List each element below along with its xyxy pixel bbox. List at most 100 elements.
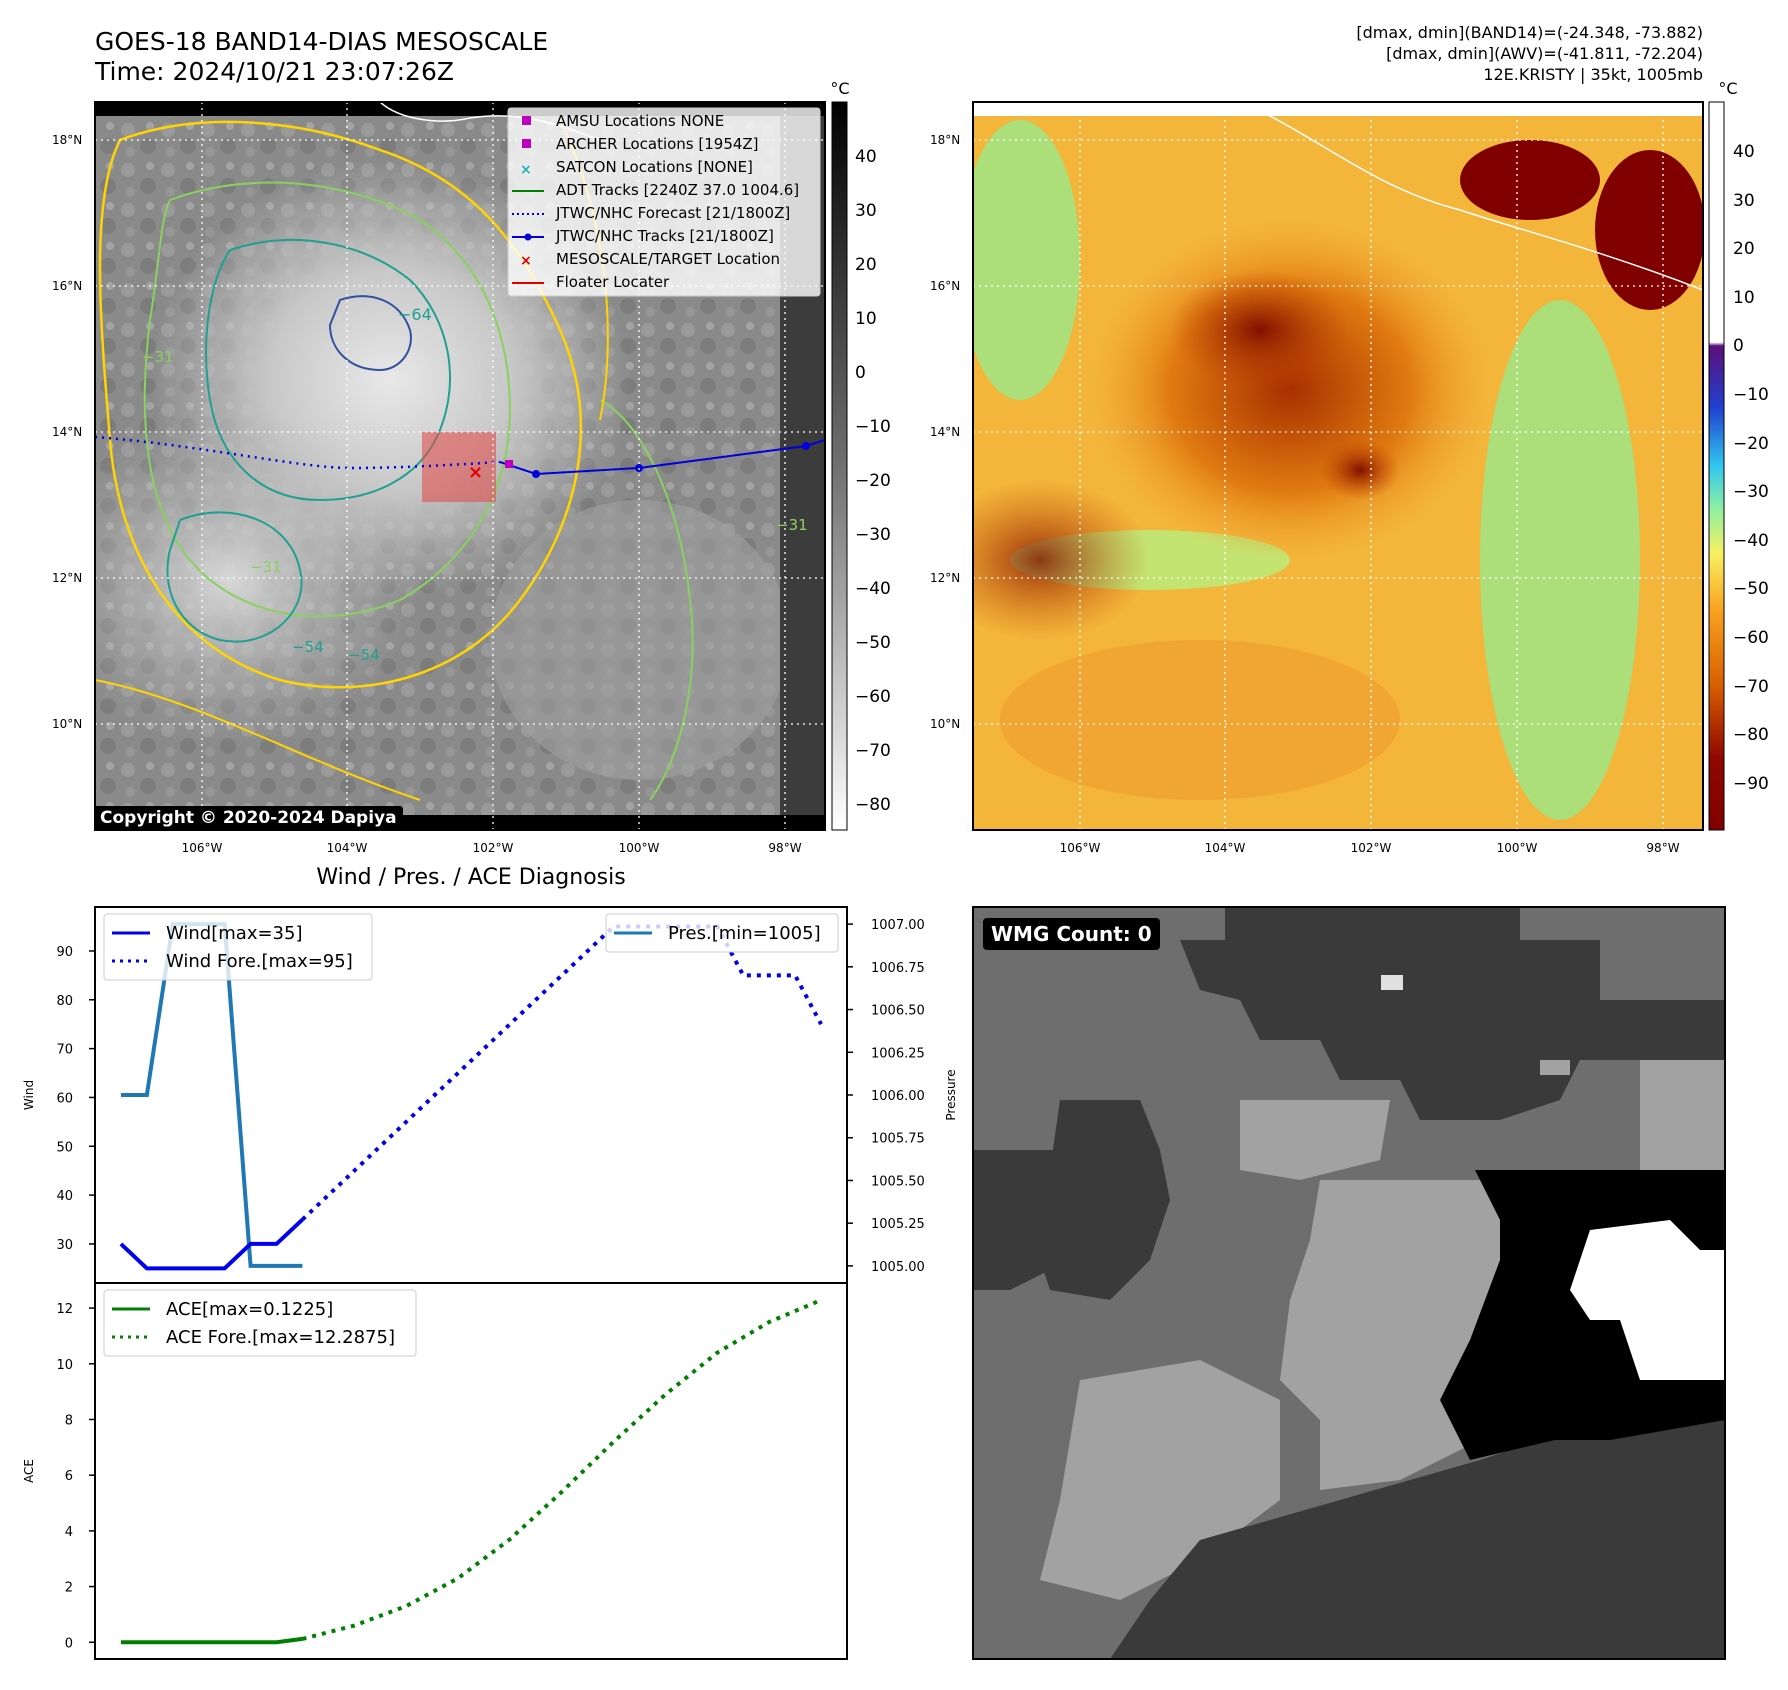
colorbar-tick: 30 xyxy=(1733,191,1755,211)
y-tick-label: 40 xyxy=(56,1189,73,1204)
y-tick-label: 80 xyxy=(56,994,73,1009)
colorbar-tick: 40 xyxy=(855,147,877,167)
contour-label: −54 xyxy=(348,646,380,664)
legend-label: JTWC/NHC Forecast [21/1800Z] xyxy=(555,204,790,222)
lon-label: 102°W xyxy=(473,841,514,855)
colorbar-tick: −30 xyxy=(855,525,891,545)
contour-label: −31 xyxy=(142,348,174,366)
colorbar-tick: 20 xyxy=(1733,239,1755,259)
track-point xyxy=(532,470,540,478)
legend-marker-satcon: × xyxy=(520,162,532,178)
y2-tick-label: 1006.00 xyxy=(871,1089,925,1104)
target-marker: × xyxy=(468,462,483,483)
ace-axis-label: ACE xyxy=(22,1459,36,1483)
legend-label: ADT Tracks [2240Z 37.0 1004.6] xyxy=(556,181,799,199)
map-legend: × × AMSU Locations NONE ARCHER Locations… xyxy=(507,107,821,297)
colorbar-tick: −20 xyxy=(855,471,891,491)
contour-label: −54 xyxy=(292,638,324,656)
colorbar-tick: 0 xyxy=(1733,336,1744,356)
series-line xyxy=(301,924,823,1221)
pressure-y-ticks: 1005.00 1005.25 1005.50 1005.75 1006.00 1006.… xyxy=(847,918,925,1275)
legend-label: ACE Fore.[max=12.2875] xyxy=(166,1327,395,1348)
y2-tick-label: 1006.75 xyxy=(871,961,925,976)
lat-label: 16°N xyxy=(52,279,82,293)
y-tick-label: 8 xyxy=(65,1413,73,1428)
y-tick-label: 70 xyxy=(56,1043,73,1058)
wmg-frame xyxy=(972,906,1726,1660)
ace-y-ticks: 0 2 4 6 8 10 12 xyxy=(56,1302,95,1651)
y-tick-label: 60 xyxy=(56,1091,73,1106)
ir-map-frame xyxy=(94,101,826,831)
figure-title: GOES-18 BAND14-DIAS MESOSCALE xyxy=(95,27,548,56)
colorbar-tick: −50 xyxy=(1733,579,1769,599)
figure-time: Time: 2024/10/21 23:07:26Z xyxy=(94,57,454,86)
lon-label: 106°W xyxy=(182,841,223,855)
lon-label: 102°W xyxy=(1351,841,1392,855)
wind-legend: Wind[max=35] Wind Fore.[max=95] xyxy=(103,913,373,981)
colorbar-tick: −50 xyxy=(855,633,891,653)
legend-label: MESOSCALE/TARGET Location xyxy=(556,250,780,268)
lon-label: 98°W xyxy=(1646,841,1679,855)
y2-tick-label: 1005.75 xyxy=(871,1132,925,1147)
legend-label: JTWC/NHC Tracks [21/1800Z] xyxy=(555,227,774,245)
floater-box xyxy=(422,432,496,502)
lat-label: 14°N xyxy=(52,425,82,439)
lat-label: 12°N xyxy=(930,571,960,585)
ace-legend: ACE[max=0.1225] ACE Fore.[max=12.2875] xyxy=(103,1289,417,1357)
awv-map-frame xyxy=(972,101,1704,831)
awv-axis-labels: 18°N 16°N 14°N 12°N 10°N 106°W 104°W 102… xyxy=(930,133,1680,855)
archer-marker xyxy=(505,460,513,468)
y-tick-label: 12 xyxy=(56,1302,73,1317)
y-tick-label: 10 xyxy=(56,1358,73,1373)
lat-label: 10°N xyxy=(930,717,960,731)
lon-label: 106°W xyxy=(1060,841,1101,855)
colorbar-tick: −10 xyxy=(1733,385,1769,405)
colorbar-tick: 10 xyxy=(855,309,877,329)
legend-label: AMSU Locations NONE xyxy=(556,112,724,130)
pressure-axis-label: Pressure xyxy=(944,1069,958,1120)
legend-label: Wind Fore.[max=95] xyxy=(166,951,353,972)
pressure-legend: Pres.[min=1005] xyxy=(605,913,839,953)
colorbar-tick: −60 xyxy=(855,687,891,707)
colorbar-tick: −90 xyxy=(1733,774,1769,794)
diag-title: Wind / Pres. / ACE Diagnosis xyxy=(316,865,625,890)
colorbar-tick: −70 xyxy=(1733,677,1769,697)
awv-gridlines xyxy=(973,102,1703,830)
colorbar-tick: −20 xyxy=(1733,434,1769,454)
copyright-badge: Copyright © 2020-2024 Dapiya xyxy=(94,806,403,830)
y-tick-label: 0 xyxy=(65,1636,73,1651)
awv-map-panel xyxy=(972,101,1704,831)
lon-label: 100°W xyxy=(619,841,660,855)
legend-label: Floater Locater xyxy=(556,273,670,291)
legend-label: SATCON Locations [NONE] xyxy=(556,158,753,176)
lat-label: 18°N xyxy=(930,133,960,147)
y2-tick-label: 1005.00 xyxy=(871,1260,925,1275)
lat-label: 14°N xyxy=(930,425,960,439)
lat-label: 18°N xyxy=(52,133,82,147)
series-line xyxy=(301,1298,822,1641)
wind-y-ticks: 30 40 50 60 70 80 90 xyxy=(56,945,95,1253)
colorbar-tick: 0 xyxy=(855,363,866,383)
colorbar-tick: −40 xyxy=(1733,531,1769,551)
lat-label: 12°N xyxy=(52,571,82,585)
legend-marker-track-dot xyxy=(524,233,532,241)
lat-label: 16°N xyxy=(930,279,960,293)
y2-tick-label: 1006.25 xyxy=(871,1046,925,1061)
y2-tick-label: 1006.50 xyxy=(871,1004,925,1019)
awv-colorbar: °C 40 30 20 10 0 −10 −20 −30 −40 −50 −60… xyxy=(1708,79,1769,831)
contour-label: −31 xyxy=(250,558,282,576)
legend-label: Wind[max=35] xyxy=(166,923,303,944)
wind-axis-label: Wind xyxy=(22,1080,36,1110)
y-tick-label: 2 xyxy=(65,1581,73,1596)
legend-label: ARCHER Locations [1954Z] xyxy=(556,135,759,153)
colorbar-unit: °C xyxy=(830,79,849,98)
wmg-panel xyxy=(972,906,1726,1660)
colorbar-tick: 20 xyxy=(855,255,877,275)
colorbar-tick: −60 xyxy=(1733,628,1769,648)
colorbar-tick: −30 xyxy=(1733,482,1769,502)
colorbar-tick: −80 xyxy=(1733,725,1769,745)
colorbar-tick: −80 xyxy=(855,795,891,815)
y-tick-label: 50 xyxy=(56,1140,73,1155)
